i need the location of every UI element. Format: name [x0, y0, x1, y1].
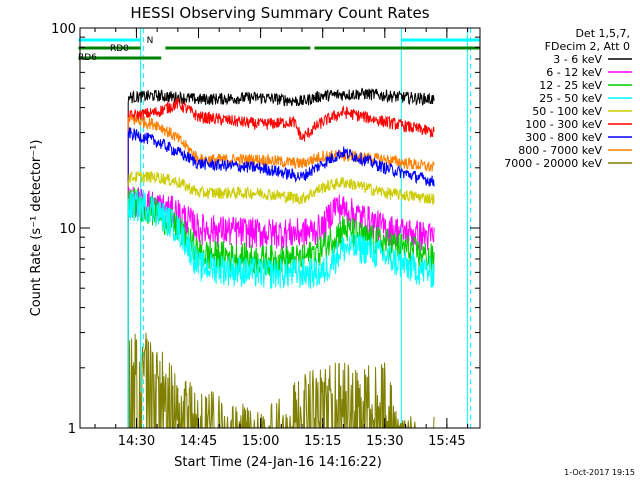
x-tick-label: 15:15: [304, 434, 341, 449]
y-axis-label: Count Rate (s⁻¹ detector⁻¹): [29, 140, 44, 317]
x-tick-label: 14:30: [118, 434, 155, 449]
x-tick-label: 15:00: [242, 434, 279, 449]
y-axis: 1 10 100: [51, 22, 480, 437]
rd6-flag-label: RD6: [78, 53, 97, 63]
legend-label: 300 - 800 keV: [525, 131, 602, 144]
y-tick-label: 1: [68, 422, 76, 437]
rd0-flag-label: RD0: [110, 44, 129, 54]
legend-label: 100 - 300 keV: [525, 118, 602, 131]
series-line-8: [127, 114, 435, 428]
x-axis-label: Start Time (24-Jan-16 14:16:22): [174, 455, 382, 470]
legend-label: 3 - 6 keV: [553, 53, 602, 66]
legend-label: 6 - 12 keV: [546, 66, 602, 79]
chart-title: HESSI Observing Summary Count Rates: [130, 4, 429, 22]
legend-label: 50 - 100 keV: [532, 105, 602, 118]
legend-header: Det 1,5,7,: [575, 27, 630, 40]
series-line-4: [127, 191, 435, 428]
y-tick-label: 10: [59, 222, 76, 237]
legend-label: 25 - 50 keV: [539, 92, 602, 105]
x-tick-label: 14:45: [180, 434, 217, 449]
legend-label: 800 - 7000 keV: [518, 144, 602, 157]
x-tick-label: 15:45: [428, 434, 465, 449]
plot-area: N RD0 RD6: [78, 28, 480, 430]
series-line-7: [127, 127, 435, 428]
series-line-9: [127, 332, 435, 430]
n-flag-label: N: [147, 36, 154, 46]
series-line-6: [127, 97, 435, 428]
series-line-3: [127, 187, 435, 428]
legend-header: FDecim 2, Att 0: [545, 40, 630, 53]
y-tick-label: 100: [51, 22, 76, 37]
legend-label: 7000 - 20000 keV: [504, 157, 602, 170]
series-line-5: [127, 170, 435, 428]
x-axis: 14:30 14:45 15:00 15:15 15:30 15:45: [94, 28, 469, 449]
x-tick-label: 15:30: [366, 434, 403, 449]
legend-label: 12 - 25 keV: [539, 79, 602, 92]
footer-date: 1-Oct-2017 19:15: [564, 468, 635, 477]
